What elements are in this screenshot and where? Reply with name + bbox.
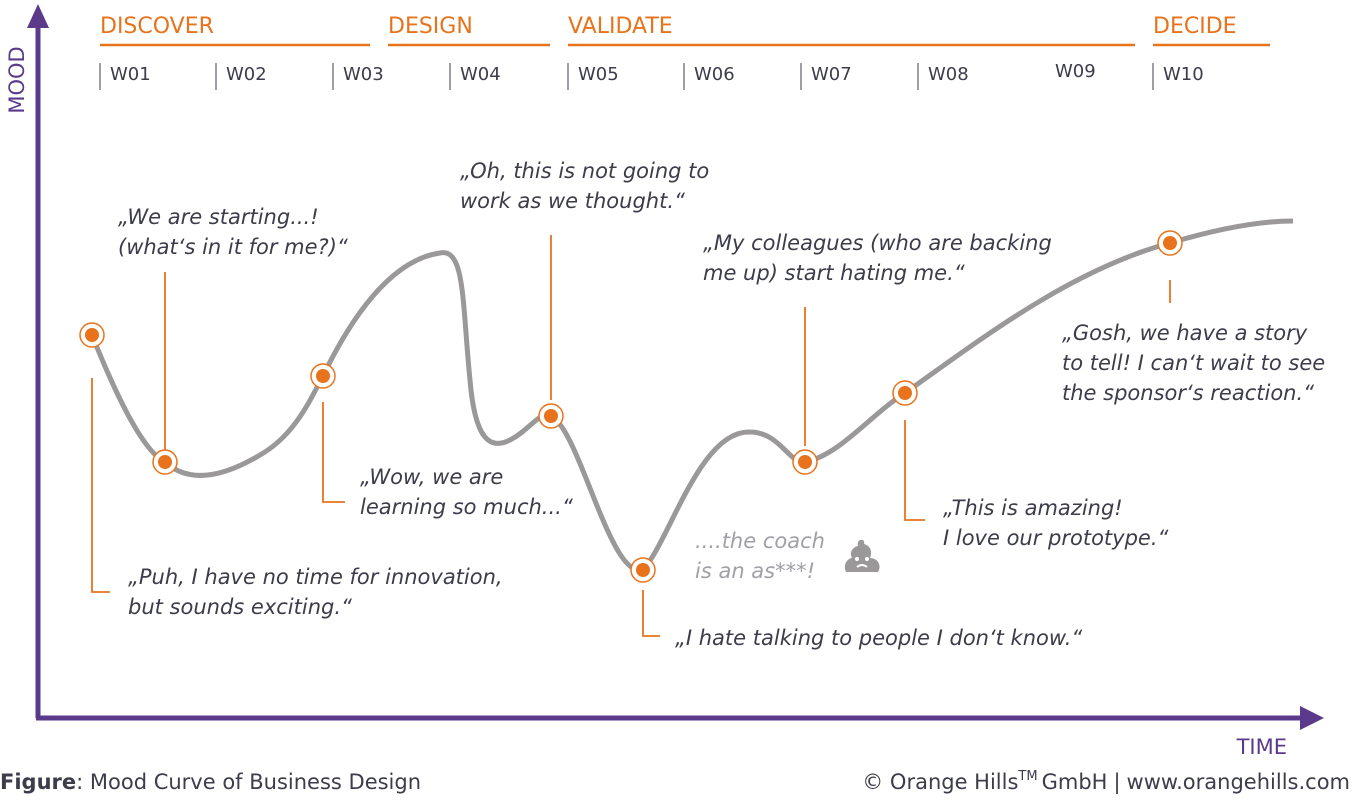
quote-line: „Gosh, we have a story [1062,321,1308,345]
quote: „Wow, we are learning so much...“ [360,465,573,519]
caption: Figure: Mood Curve of Business Design [0,770,421,794]
week-label: W02 [226,64,267,85]
week-label: W09 [1055,61,1096,82]
quote-line: „My colleagues (who are backing [703,231,1052,255]
leader-line [322,402,345,503]
x-axis-label: TIME [1236,735,1287,759]
point [898,386,912,400]
leader-line [91,378,110,593]
quote: „Gosh, we have a story to tell! I can‘t w… [1062,321,1325,405]
phase-label: DECIDE [1153,14,1237,39]
quote-line: me up) start hating me.“ [703,261,965,285]
y-axis-label: MOOD [5,46,29,113]
quote-line: „This is amazing! [943,496,1123,520]
week-label: W06 [694,64,735,85]
quote-line: „Oh, this is not going to [460,159,709,183]
credit-company: GmbH [1042,770,1108,794]
leader-line [904,420,925,521]
week-label: W08 [928,64,969,85]
quote-line: „Puh, I have no time for innovation, [128,565,503,589]
point [85,328,99,342]
week-label: W01 [110,64,151,85]
point [316,369,330,383]
quote: „We are starting...! (what‘s in it for me… [118,205,348,259]
quote: „I hate talking to people I don‘t know.“ [675,626,1082,650]
week-label: W10 [1163,64,1204,85]
poop-icon [844,539,880,572]
credit: © Orange HillsTM GmbH | www.orangehills.com [862,769,1350,795]
phase-label: VALIDATE [568,14,673,39]
phase-label: DISCOVER [100,14,214,39]
quote-line: but sounds exciting.“ [128,595,352,619]
quote-line: „I hate talking to people I don‘t know.“ [675,626,1082,650]
quote-line: „Wow, we are [360,465,503,489]
aside-line: ....the coach [695,529,825,553]
quote: „This is amazing! I love our prototype.“ [943,496,1169,550]
phase-label: DESIGN [388,14,473,39]
point [158,455,172,469]
caption-text: : Mood Curve of Business Design [76,770,421,794]
credit-owner: © Orange Hills [862,770,1018,794]
credit-mark: TM [1017,769,1037,784]
quote-line: „We are starting...! [118,205,319,229]
credit-separator: | [1113,770,1120,795]
aside-line: is an as***! [695,559,815,583]
aside-remark: ....the coach is an as***! [695,529,825,583]
y-axis-arrow [27,4,49,28]
caption-label: Figure [0,770,76,794]
quote-line: learning so much...“ [360,495,573,519]
quote-line: I love our prototype.“ [943,526,1169,550]
quote-line: to tell! I can‘t wait to see [1062,351,1325,375]
x-axis-arrow [1300,706,1324,730]
quote: „Puh, I have no time for innovation, but … [128,565,503,619]
quote: „My colleagues (who are backing me up) st… [703,231,1052,285]
point [798,455,812,469]
week-label: W05 [578,64,619,85]
point [1163,236,1177,250]
point [636,563,650,577]
week-label: W04 [460,64,501,85]
point [544,409,558,423]
week-label: W03 [343,64,384,85]
quote-line: (what‘s in it for me?)“ [118,235,348,259]
week-label: W07 [811,64,852,85]
credit-url: www.orangehills.com [1127,770,1350,794]
quote-line: the sponsor‘s reaction.“ [1062,381,1314,405]
quote: „Oh, this is not going to work as we thou… [460,159,709,213]
leader-line [642,590,660,637]
quote-line: work as we thought.“ [460,189,685,213]
